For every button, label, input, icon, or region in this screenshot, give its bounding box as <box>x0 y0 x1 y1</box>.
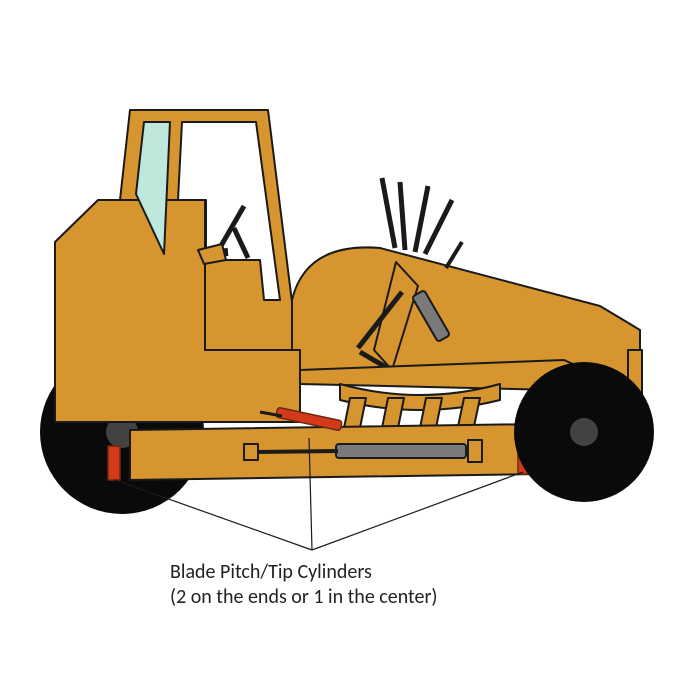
diagram-container: Blade Pitch/Tip Cylinders (2 on the ends… <box>0 0 700 700</box>
callout-label-line2: (2 on the ends or 1 in the center) <box>170 585 438 609</box>
front-wheel <box>514 362 654 502</box>
control-levers <box>382 178 452 254</box>
callout-label-line1: Blade Pitch/Tip Cylinders <box>170 560 372 584</box>
